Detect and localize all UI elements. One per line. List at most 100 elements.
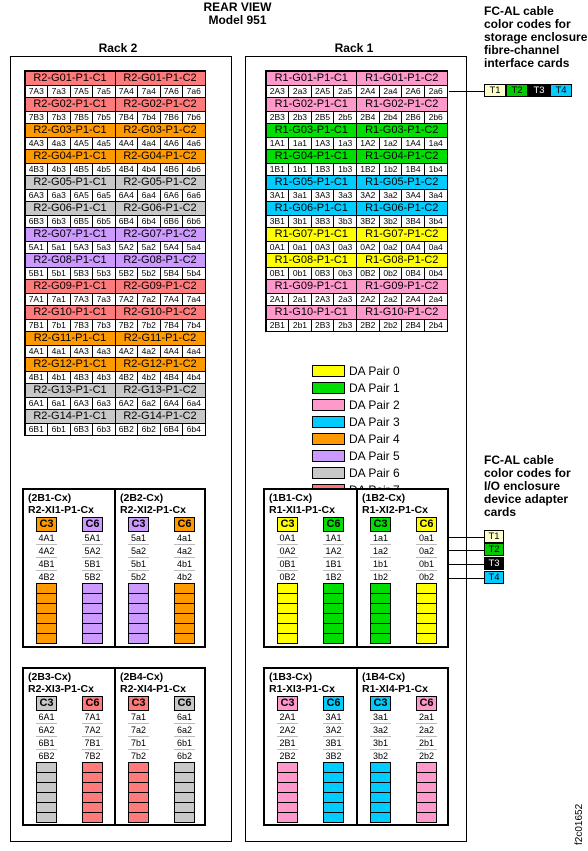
io-bay: (1B3-Cx) R1-XI3-P1-Cx C3 2A1 2A2 2B1 2B2 C6 3A1 3…: [265, 669, 356, 824]
legend-swatch: [312, 449, 345, 462]
card-label: R2-G06-P1-C1: [24, 200, 116, 216]
legend-item: DA Pair 6: [312, 464, 400, 481]
adapter-port-label: 7b1: [128, 737, 149, 750]
rack-2-label: Rack 2: [98, 41, 138, 55]
adapter-port-label: 3a1: [370, 711, 391, 724]
legend-label: DA Pair 0: [349, 363, 400, 378]
enclosure-header: R2-G05-P1-C1 R2-G05-P1-C2: [24, 174, 206, 190]
adapter-port-label: 1B2: [323, 571, 344, 584]
port-label: 6b4: [182, 422, 206, 436]
enclosure-header: R2-G06-P1-C1 R2-G06-P1-C2: [24, 200, 206, 216]
adapter-port-label: 2a1: [416, 711, 437, 724]
port-label: 6b3: [92, 422, 116, 436]
port-label: 2b3: [333, 318, 357, 332]
adapter-port-label: 0A2: [277, 545, 298, 558]
cable-block: [277, 812, 298, 823]
rack-1-frame: [245, 56, 467, 842]
card-label: R1-G01-P1-C2: [356, 70, 448, 86]
enclosure-port-row: 2A3 2a3 2A5 2a5 2A4 2a4 2A6 2a6: [265, 84, 448, 98]
enclosure-port-row: 2B3 2b3 2B5 2b5 2B4 2b4 2B6 2b6: [265, 110, 448, 124]
port-label: 2b1: [288, 318, 312, 332]
legend-label: DA Pair 1: [349, 380, 400, 395]
adapter-port-label: 0B2: [277, 571, 298, 584]
adapter-port-label: 6a1: [174, 711, 195, 724]
adapter-slot-label: C3: [128, 517, 149, 532]
adapter-slot-label: C6: [416, 696, 437, 711]
io-bay-id: (2B3-Cx): [28, 671, 72, 683]
port-label: 2B1: [265, 318, 290, 332]
enclosure-port-row: 6A3 6a3 6A5 6a5 6A4 6a4 6A6 6a6: [24, 188, 206, 202]
rack-2-frame: [10, 56, 232, 842]
card-label: R2-G03-P1-C2: [114, 122, 206, 138]
port-label: 6B3: [69, 422, 93, 436]
adapter-slot-label: C3: [370, 696, 391, 711]
legend-label: DA Pair 6: [349, 465, 400, 480]
adapter-port-label: 5b1: [128, 558, 149, 571]
adapter-column: C3 5a1 5a2 5b1 5b2: [128, 517, 149, 644]
card-label: R2-G14-P1-C1: [24, 408, 116, 424]
enclosure-header: R2-G14-P1-C1 R2-G14-P1-C2: [24, 408, 206, 424]
io-bay-location: R2-XI4-P1-Cx: [120, 683, 186, 695]
adapter-port-label: 3b2: [370, 750, 391, 763]
adapter-port-label: 0B1: [277, 558, 298, 571]
cable-block: [82, 812, 103, 823]
card-label: R2-G10-P1-C2: [114, 304, 206, 320]
enclosure-port-row: 1B1 1b1 1B3 1b3 1B2 1b2 1B4 1b4: [265, 162, 448, 176]
adapter-slot-label: C6: [323, 696, 344, 711]
adapter-port-label: 3B2: [323, 750, 344, 763]
title-line-2: Model 951: [208, 13, 267, 27]
adapter-port-label: 0a1: [416, 532, 437, 545]
card-label: R1-G03-P1-C1: [265, 122, 357, 138]
legend-swatch: [312, 364, 345, 377]
enclosure-port-row: 6A1 6a1 6A3 6a3 6A2 6a2 6A4 6a4: [24, 396, 206, 410]
io-bay-location: R2-XI3-P1-Cx: [28, 683, 94, 695]
note-line: cards: [484, 505, 517, 519]
enclosure-header: R2-G02-P1-C1 R2-G02-P1-C2: [24, 96, 206, 112]
adapter-port-label: 6B2: [36, 750, 57, 763]
rack-1-label: Rack 1: [334, 41, 374, 55]
enclosure-port-row: 7A3 7a3 7A5 7a5 7A4 7a4 7A6 7a6: [24, 84, 206, 98]
cable-block: [128, 812, 149, 823]
cable-code-box: T3: [528, 84, 550, 97]
adapter-port-label: 0A1: [277, 532, 298, 545]
adapter-port-label: 0b2: [416, 571, 437, 584]
enclosure-port-row: 7B1 7b1 7B3 7b3 7B2 7b2 7B4 7b4: [24, 318, 206, 332]
enclosure-port-row: 4B1 4b1 4B3 4b3 4B2 4b2 4B4 4b4: [24, 370, 206, 384]
enclosure-port-row: 0B1 0b1 0B3 0b3 0B2 0b2 0B4 0b4: [265, 266, 448, 280]
cable-block: [370, 633, 391, 644]
card-label: R2-G13-P1-C1: [24, 382, 116, 398]
adapter-column: C3 7a1 7a2 7b1 7b2: [128, 696, 149, 823]
adapter-port-label: 3A2: [323, 724, 344, 737]
adapter-column: C3 4A1 4A2 4B1 4B2: [36, 517, 57, 644]
io-enclosure-rack-2-top: (2B1-Cx) R2-XI1-P1-Cx C3 4A1 4A2 4B1 4B2 C6 5A1 5…: [22, 488, 206, 648]
legend-swatch: [312, 398, 345, 411]
adapter-column: C3 6A1 6A2 6B1 6B2: [36, 696, 57, 823]
card-label: R1-G07-P1-C1: [265, 226, 357, 242]
adapter-slot-label: C3: [36, 517, 57, 532]
adapter-port-label: 5a1: [128, 532, 149, 545]
port-label: 6B4: [159, 422, 183, 436]
card-label: R2-G01-P1-C2: [114, 70, 206, 86]
card-label: R1-G01-P1-C1: [265, 70, 357, 86]
card-label: R2-G09-P1-C2: [114, 278, 206, 294]
card-label: R1-G10-P1-C1: [265, 304, 357, 320]
adapter-port-label: 0a2: [416, 545, 437, 558]
note-line: FC-AL cable: [484, 4, 554, 18]
io-bay: (1B1-Cx) R1-XI1-P1-Cx C3 0A1 0A2 0B1 0B2 C6 1A1 1…: [265, 490, 356, 646]
note-line: I/O enclosure: [484, 479, 561, 493]
cable-code-box: T2: [484, 543, 504, 556]
enclosure-header: R2-G12-P1-C1 R2-G12-P1-C2: [24, 356, 206, 372]
legend-label: DA Pair 2: [349, 397, 400, 412]
note-line: color codes for: [484, 17, 571, 31]
adapter-port-label: 2B2: [277, 750, 298, 763]
adapter-slot-label: C6: [82, 517, 103, 532]
cable-block: [36, 633, 57, 644]
card-label: R1-G09-P1-C2: [356, 278, 448, 294]
cable-block: [128, 633, 149, 644]
adapter-port-label: 0b1: [416, 558, 437, 571]
da-pair-legend: DA Pair 0 DA Pair 1 DA Pair 2 DA Pair 3 DA P…: [312, 362, 400, 498]
cable-code-box: T4: [550, 84, 572, 97]
cable-block: [370, 812, 391, 823]
enclosure-header: R2-G08-P1-C1 R2-G08-P1-C2: [24, 252, 206, 268]
connector-wire-top: [449, 91, 484, 92]
